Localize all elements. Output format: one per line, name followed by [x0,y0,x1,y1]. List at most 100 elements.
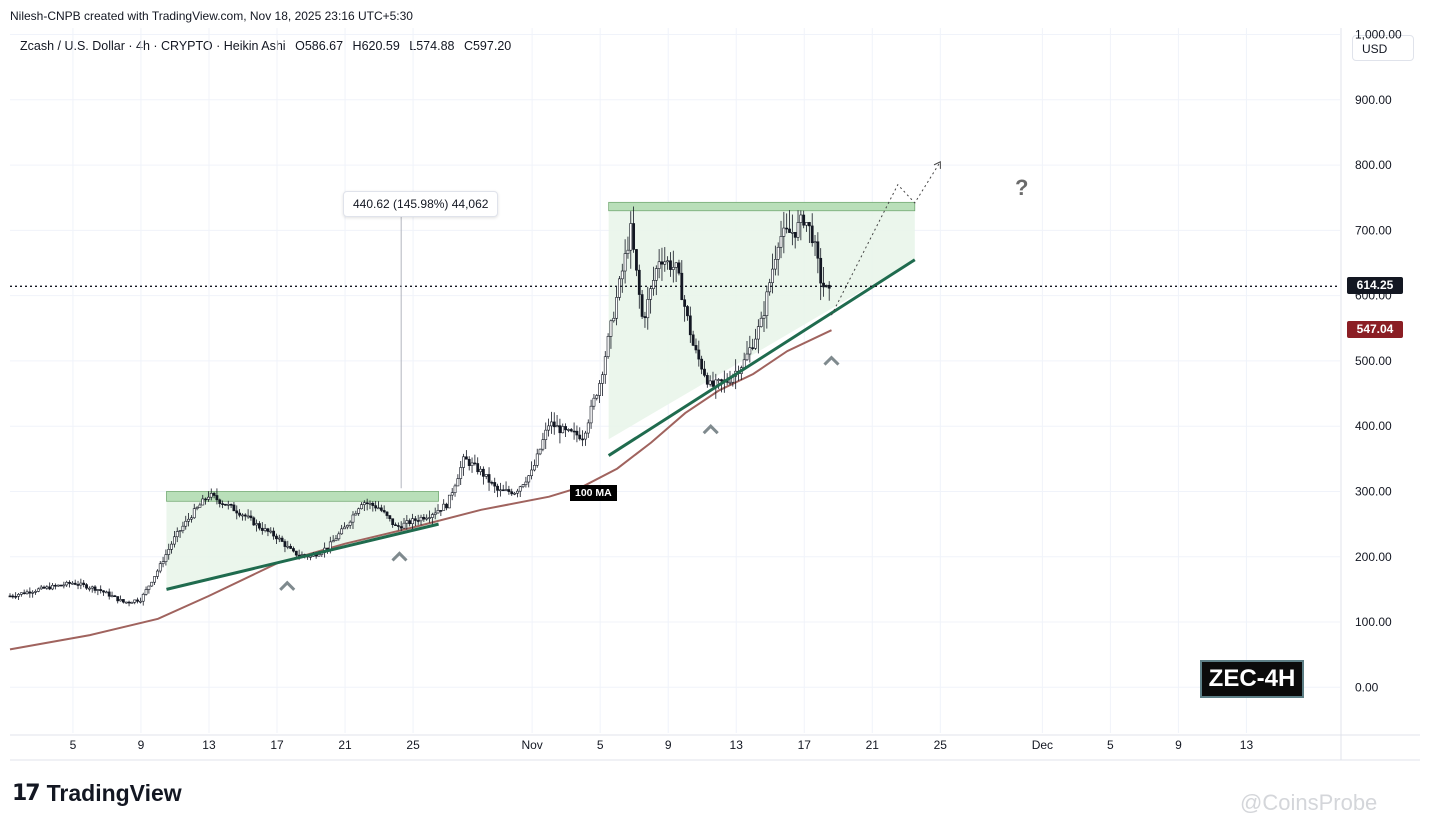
candle-body [65,581,69,586]
candle-body [513,492,516,495]
candle-body [538,448,542,455]
candle-body [73,582,77,585]
candle-body [173,536,176,545]
candle-body [742,359,746,368]
candle-body [357,508,361,514]
candle-body [694,345,698,351]
candle-body [708,380,712,385]
candle-body [14,595,18,598]
candle-body [802,214,806,226]
watermark: @CoinsProbe [1240,790,1378,815]
candle-body [11,595,15,598]
candle-body [717,379,721,381]
candle-body [136,599,139,602]
candle-body [269,530,273,533]
candle-body [456,478,460,487]
y-tick-label: 300.00 [1355,484,1392,498]
higher-low-markers [279,355,840,591]
candle-body [584,432,587,440]
candle-body [754,338,757,349]
candle-body [762,315,766,319]
question-mark: ? [1015,175,1029,200]
axes: 1,000.00900.00800.00700.00600.00500.0040… [10,28,1420,761]
candle-body [459,467,463,479]
candle-body [490,482,494,484]
currency-button[interactable]: USD [1352,35,1414,61]
candle-body [612,317,616,322]
candle-body [496,485,499,491]
candle-body [635,249,638,271]
candle-body [816,241,820,259]
candle-body [703,368,706,376]
candle-body [181,525,185,531]
candle-body [104,591,108,594]
candle-body [218,499,222,504]
candle-body [178,530,182,532]
zone-top-band-1 [166,491,439,502]
close-value: 597.20 [472,39,512,53]
measure-label: 440.62 (145.98%) 44,062 [343,191,499,217]
candle-body [515,490,519,494]
candle-body [547,425,550,431]
candle-body [351,514,355,523]
candle-body [402,522,406,529]
candle-body [575,430,579,436]
candle-body [411,518,414,525]
x-tick-label: 5 [70,738,77,752]
candle-body [124,601,128,604]
higher-low-chevron-icon [279,580,296,591]
candle-body [249,515,253,519]
candle-body [198,504,202,508]
candle-body [748,347,752,355]
projection-arrow-head [933,161,941,169]
symbol-legend: Zcash / U.S. Dollar · 4h · CRYPTO · Heik… [20,39,511,53]
y-tick-label: 1,000.00 [1355,28,1402,42]
candle-body [246,515,250,518]
chart-attribution: Nilesh-CNPB created with TradingView.com… [10,9,413,23]
x-tick-label: 9 [1175,738,1182,752]
x-tick-label: 25 [934,738,948,752]
candle-body [581,438,584,441]
candle-body [422,516,426,520]
candle-body [283,541,287,547]
candle-body [428,517,431,519]
x-tick-label: 13 [202,738,216,752]
candle-body [649,288,653,300]
candle-body [147,585,151,590]
candle-body [660,261,664,265]
candle-body [170,543,173,550]
x-tick-label: 9 [665,738,672,752]
candle-body [377,507,380,510]
candle-body [127,601,131,604]
symbol-description: Zcash / U.S. Dollar · 4h · CRYPTO · Heik… [20,39,286,53]
candle-body [68,581,71,584]
candle-body [430,514,434,518]
y-tick-label: 900.00 [1355,93,1392,107]
candle-body [45,586,49,589]
candle-body [666,260,670,263]
candle-body [286,545,290,548]
high-value: 620.59 [361,39,400,53]
candle-body [121,599,125,603]
open-value: 586.67 [304,39,344,53]
candle-body [711,380,715,387]
candle-body [663,261,667,265]
candle-body [85,584,88,589]
candle-body [697,349,701,360]
candle-body [388,515,392,519]
candle-body [331,540,335,543]
candle-body [507,489,511,492]
consolidation-zones [166,201,916,590]
candle-body [498,489,502,492]
x-tick-label: 9 [138,738,145,752]
candle-body [224,503,227,506]
tradingview-logo[interactable]: 17 TradingView [12,780,182,807]
candle-body [751,347,755,349]
candle-body [207,496,210,500]
candle-body [416,520,420,522]
candle-body [620,270,624,280]
candle-body [31,591,35,594]
candle-body [567,429,570,431]
x-tick-label: 17 [270,738,284,752]
